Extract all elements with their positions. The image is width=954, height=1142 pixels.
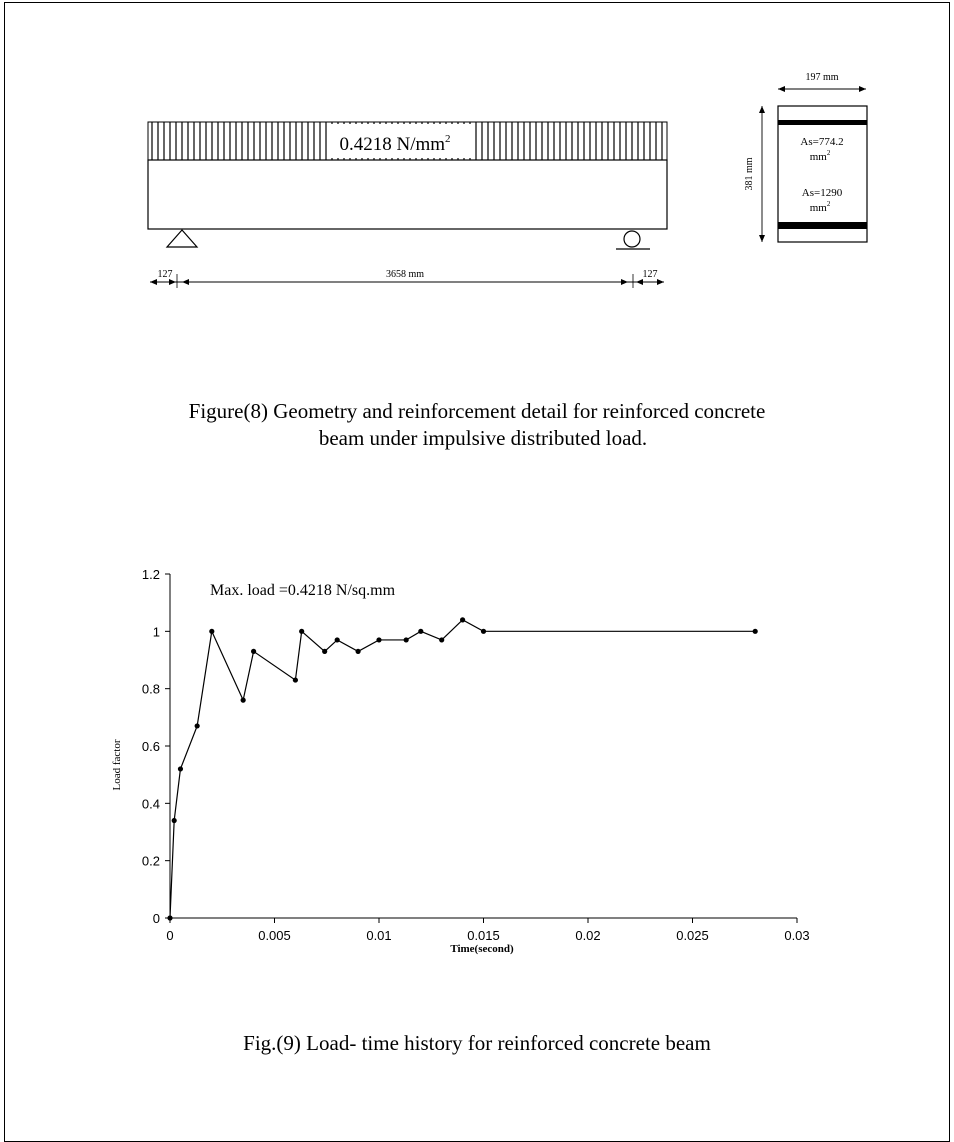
load-label: 0.4218 N/mm2 (339, 133, 450, 155)
data-point (299, 628, 305, 634)
bottom-reinforcement-bar (778, 222, 867, 229)
data-point (752, 628, 758, 634)
data-point (171, 817, 177, 824)
x-tick-label: 0.01 (366, 928, 391, 943)
data-point (376, 637, 382, 643)
top-reinforcement-bar (778, 120, 867, 125)
section-height-arrow-bottom (759, 235, 765, 242)
section-width-label: 197 mm (805, 72, 838, 83)
dim-overhang-left: 127 (158, 269, 173, 280)
dim-arrow-inner-end (621, 279, 628, 285)
y-axis-label: Load factor (111, 739, 123, 790)
dim-arrow-left-inner (169, 279, 176, 285)
y-tick-label: 1 (153, 624, 160, 639)
roller-support (623, 230, 641, 248)
chart-annotation: Max. load =0.4218 N/sq.mm (210, 582, 396, 599)
data-point (480, 628, 487, 634)
y-tick-label: 0 (153, 911, 160, 926)
top-steel-area: As=774.2 (800, 136, 843, 148)
series-line (169, 619, 756, 919)
top-steel-unit: mm2 (810, 149, 831, 163)
data-point (194, 723, 200, 729)
data-point (403, 637, 409, 643)
data-point (209, 628, 215, 634)
figure-8-caption-line-2: beam under impulsive distributed load. (318, 426, 648, 450)
dim-arrow-inner-start (182, 279, 189, 285)
section-width-arrow-left (778, 86, 785, 92)
bottom-steel-area: As=1290 (802, 187, 843, 199)
x-tick-label: 0.005 (258, 928, 291, 943)
data-point (355, 648, 361, 654)
section-height-arrow-top (759, 106, 765, 113)
pin-support (165, 229, 199, 248)
dim-overhang-right: 127 (643, 269, 658, 280)
beam-geometry-figure: 0.4218 N/mm2 127 3658 mm 127 197 mm 381 … (147, 72, 868, 288)
figure-8-caption: Figure(8) Geometry and reinforcement det… (0, 398, 954, 452)
x-tick-label: 0.015 (467, 928, 500, 943)
data-point (439, 637, 445, 643)
dim-arrow-right (657, 279, 664, 285)
data-point (334, 637, 340, 643)
data-point (292, 677, 298, 683)
load-label-box (327, 124, 473, 158)
chart-ticks: 0 0.2 0.4 0.6 0.8 1 1.2 0 0.005 0.01 0.015 0.02 0.02… (142, 567, 810, 943)
figure-9-caption: Fig.(9) Load- time history for reinforce… (243, 1031, 711, 1055)
figure-8-caption-line-1: Figure(8) Geometry and reinforcement det… (188, 399, 766, 423)
chart-series (167, 617, 758, 921)
dim-arrow-right-inner (636, 279, 643, 285)
x-tick-label: 0.025 (676, 928, 709, 943)
beam-body (147, 159, 668, 230)
dim-span: 3658 mm (386, 269, 424, 280)
x-tick-label: 0 (166, 928, 173, 943)
y-tick-label: 0.4 (142, 796, 160, 811)
dim-arrow-left (150, 279, 157, 285)
data-point (167, 915, 173, 921)
data-point (418, 628, 424, 634)
x-axis-label: Time(second) (450, 943, 514, 955)
y-tick-label: 0.8 (142, 682, 160, 697)
data-point (251, 648, 257, 654)
x-tick-label: 0.02 (575, 928, 600, 943)
chart-axes (169, 574, 797, 919)
x-tick-label: 0.03 (784, 928, 809, 943)
load-time-chart: 0 0.2 0.4 0.6 0.8 1 1.2 0 0.005 0.01 0.015 0.02 0.02… (111, 567, 810, 955)
data-point (177, 766, 184, 772)
bottom-steel-unit: mm2 (810, 200, 831, 214)
y-tick-label: 1.2 (142, 567, 160, 582)
data-point (322, 648, 328, 654)
data-point (240, 697, 246, 703)
y-tick-label: 0.6 (142, 739, 160, 754)
section-height-label: 381 mm (744, 157, 755, 190)
beam-cross-section (777, 105, 868, 243)
data-point (460, 617, 466, 623)
y-tick-label: 0.2 (142, 854, 160, 869)
section-width-arrow-right (859, 86, 866, 92)
